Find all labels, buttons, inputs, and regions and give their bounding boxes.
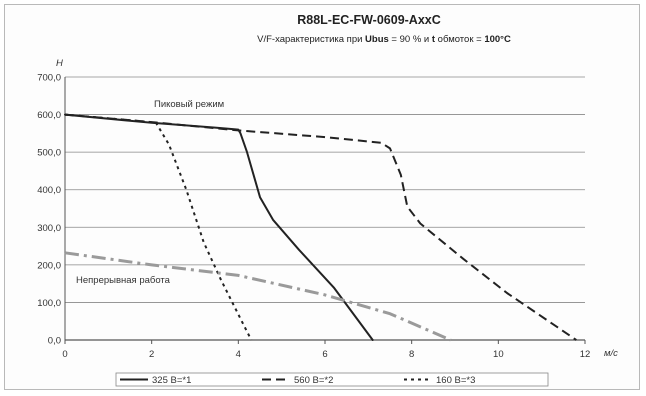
y-tick-label: 200,0 xyxy=(37,260,61,271)
y-tick-labels: 0,0 100,0 200,0 300,0 400,0 500,0 600,0 700,0 xyxy=(37,73,61,347)
peak-mode-annotation: Пиковый режим xyxy=(154,99,224,110)
x-tick-label: 4 xyxy=(236,349,241,360)
y-axis-label: Н xyxy=(56,58,63,69)
y-tick-label: 400,0 xyxy=(37,185,61,196)
x-tick-label: 2 xyxy=(149,349,154,360)
x-tick-label: 6 xyxy=(322,349,327,360)
gridlines xyxy=(64,76,586,344)
x-tick-label: 8 xyxy=(409,349,414,360)
y-tick-label: 0,0 xyxy=(48,336,61,347)
x-tick-label: 10 xyxy=(493,349,504,360)
x-tick-label: 0 xyxy=(62,349,67,360)
legend-box xyxy=(115,372,549,387)
legend: 325 В=*1 560 В=*2 160 В=*3 xyxy=(120,375,475,386)
x-tick-label: 12 xyxy=(580,349,591,360)
y-tick-label: 500,0 xyxy=(37,148,61,159)
legend-label-1: 325 В=*1 xyxy=(152,375,191,386)
y-tick-label: 700,0 xyxy=(37,73,61,84)
x-tick-labels: 0 2 4 6 8 10 12 xyxy=(62,349,590,360)
y-tick-label: 600,0 xyxy=(37,110,61,121)
x-axis-label: м/с xyxy=(604,348,618,359)
continuous-work-annotation: Непрерывная работа xyxy=(76,275,171,286)
y-tick-label: 300,0 xyxy=(37,223,61,234)
chart-title: R88L-EC-FW-0609-AxxC xyxy=(297,13,441,27)
y-tick-label: 100,0 xyxy=(37,298,61,309)
series-line-4 xyxy=(64,251,452,342)
chart-frame xyxy=(4,4,640,390)
legend-label-2: 560 В=*2 xyxy=(294,375,333,386)
series-lines xyxy=(64,113,577,342)
series-line-3 xyxy=(64,113,253,341)
legend-label-3: 160 В=*3 xyxy=(436,375,475,386)
series-line-2 xyxy=(64,113,577,341)
chart-subtitle: V/F-характеристика при Ubus = 90 % и t о… xyxy=(257,34,511,45)
